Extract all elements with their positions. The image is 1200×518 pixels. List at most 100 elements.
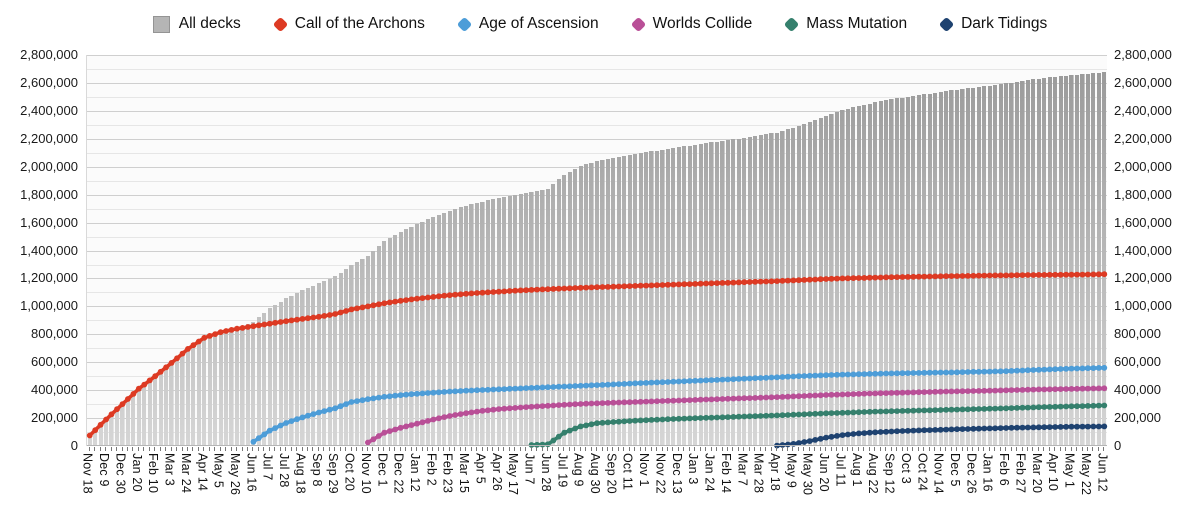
all-decks-bar <box>687 145 692 446</box>
x-axis-tick <box>743 447 745 451</box>
x-axis-tick <box>148 447 150 451</box>
x-axis-label: Oct 24 <box>915 453 930 492</box>
all-decks-bar <box>174 358 180 446</box>
all-decks-bar <box>414 224 420 446</box>
all-decks-bar <box>136 388 141 446</box>
x-axis-tick <box>426 447 428 451</box>
gridline <box>87 69 1107 70</box>
all-decks-bar <box>256 317 261 446</box>
x-axis-tick <box>508 447 510 451</box>
all-decks-bar <box>573 168 578 446</box>
all-decks-bar <box>458 207 463 446</box>
all-decks-bar <box>622 155 627 446</box>
square-marker-icon <box>152 15 170 33</box>
all-decks-bar <box>322 281 327 446</box>
x-axis-label: Mar 15 <box>457 453 472 494</box>
x-axis-tick <box>677 447 679 451</box>
x-axis-tick <box>143 447 145 451</box>
x-axis-tick <box>110 447 112 451</box>
all-decks-bar <box>316 283 321 446</box>
all-decks-bar <box>676 147 681 446</box>
x-axis-tick <box>421 447 423 451</box>
all-decks-bar <box>1047 77 1052 446</box>
x-axis-tick <box>465 447 467 451</box>
x-axis-tick <box>214 447 216 451</box>
all-decks-bar <box>633 154 638 446</box>
all-decks-bar <box>349 265 354 446</box>
x-axis-tick <box>350 447 352 451</box>
x-axis-tick <box>694 447 696 451</box>
all-decks-bar <box>213 334 218 446</box>
x-axis-label: Aug 30 <box>588 453 602 494</box>
all-decks-bar <box>976 87 981 446</box>
x-axis-tick <box>1016 447 1017 451</box>
all-decks-bar <box>1009 82 1014 446</box>
all-decks-bar <box>485 200 490 446</box>
all-decks-bar <box>807 122 812 446</box>
x-axis-label: Apr 5 <box>473 453 488 484</box>
legend-item-age-of-ascension: Age of Ascension <box>456 15 599 33</box>
x-axis-tick <box>988 447 990 451</box>
x-axis-tick <box>1032 447 1034 451</box>
x-axis-tick <box>366 447 368 451</box>
all-decks-bar <box>185 348 190 446</box>
x-axis-tick <box>394 447 396 451</box>
x-axis-label: Feb 6 <box>997 453 1012 486</box>
x-axis-label: May 1 <box>1062 453 1077 489</box>
all-decks-bar <box>125 399 130 446</box>
all-decks-bar <box>147 380 152 446</box>
x-axis-label: Apr 14 <box>195 453 210 492</box>
x-axis-label: Dec 30 <box>113 453 128 494</box>
all-decks-bar <box>578 166 583 446</box>
all-decks-bar <box>365 256 370 446</box>
all-decks-bar <box>736 138 741 446</box>
all-decks-bar <box>300 290 305 446</box>
all-decks-bar <box>954 89 960 446</box>
diamond-marker-icon <box>938 16 955 32</box>
legend-item-all-decks: All decks <box>152 15 241 33</box>
x-axis-tick <box>459 447 461 451</box>
x-axis-tick <box>896 447 897 451</box>
all-decks-bar <box>251 322 256 446</box>
x-axis-tick <box>301 447 303 451</box>
x-axis-tick <box>203 447 205 451</box>
x-axis-tick <box>596 447 597 451</box>
x-axis-label: Nov 1 <box>637 453 652 487</box>
x-axis-tick <box>688 447 690 451</box>
x-axis-tick <box>923 447 925 451</box>
y-axis-tick-label: 2,800,000 <box>1114 47 1172 62</box>
x-axis-tick <box>994 447 996 451</box>
legend-label: Call of the Archons <box>294 15 425 32</box>
all-decks-bar <box>387 237 392 446</box>
x-axis-tick <box>770 447 772 451</box>
x-axis-label: Dec 13 <box>669 453 684 494</box>
x-axis-tick <box>699 447 701 451</box>
all-decks-bar <box>540 189 545 446</box>
all-decks-bar <box>884 100 889 446</box>
x-axis-label: Jan 16 <box>980 453 995 492</box>
x-axis-tick <box>432 447 434 451</box>
all-decks-bar <box>649 151 654 446</box>
x-axis-label: May 26 <box>228 453 242 496</box>
x-axis-label: Jul 11 <box>833 453 848 487</box>
x-axis-tick <box>399 447 401 451</box>
x-axis-tick <box>1086 447 1088 451</box>
diamond-marker-icon <box>630 16 646 32</box>
x-axis-tick <box>1026 447 1028 451</box>
y-axis-tick-label: 0 <box>1114 438 1122 453</box>
x-axis-tick <box>863 447 865 451</box>
all-decks-bar <box>704 143 709 446</box>
x-axis-label: Jul 28 <box>277 453 292 488</box>
all-decks-bar <box>278 301 283 446</box>
series-line-mass-mutation <box>528 402 1108 448</box>
y-axis-tick-label: 2,400,000 <box>20 102 78 118</box>
x-axis-tick <box>1021 447 1023 451</box>
x-axis-tick <box>601 447 603 451</box>
all-decks-bar <box>469 204 474 446</box>
x-axis-tick <box>945 447 947 451</box>
legend-item-worlds-collide: Worlds Collide <box>630 15 752 33</box>
x-axis-tick <box>825 447 827 451</box>
all-decks-bar <box>534 190 540 446</box>
all-decks-bar <box>464 205 469 446</box>
all-decks-bar <box>971 87 976 446</box>
